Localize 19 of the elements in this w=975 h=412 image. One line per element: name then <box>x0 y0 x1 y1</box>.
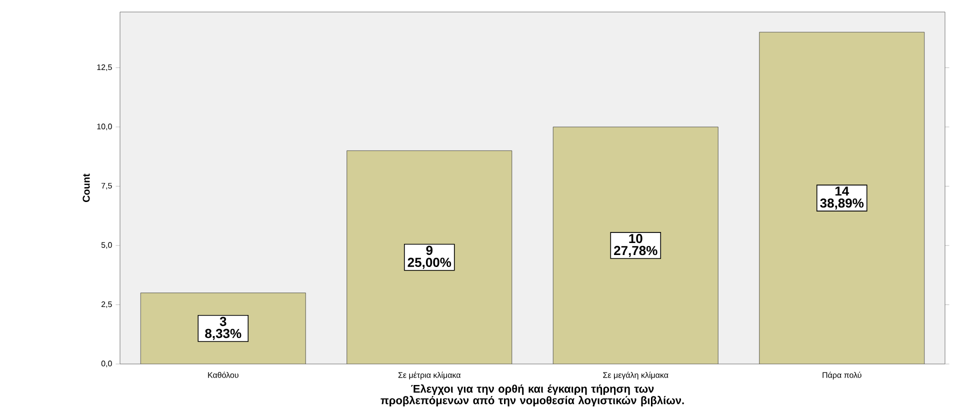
data-label: 10 27,78% <box>614 234 658 258</box>
x-tick-label: Σε μεγάλη κλίμακα <box>603 372 668 380</box>
y-tick-label: 12,5 <box>97 64 112 71</box>
bar <box>759 32 925 364</box>
y-tick-label: 0,0 <box>101 360 112 368</box>
data-label: 9 25,00% <box>408 246 452 269</box>
y-tick-label: 2,5 <box>102 301 112 308</box>
x-tick-label: Καθόλου <box>208 372 238 378</box>
bar <box>552 126 718 364</box>
y-tick-label: 10,0 <box>97 124 112 130</box>
y-axis-title: Count <box>82 174 90 202</box>
y-tick-label: 7,5 <box>102 182 112 190</box>
bar <box>346 150 512 364</box>
x-tick-label: Πάρα πολύ <box>822 372 862 380</box>
data-label: 14 38,89% <box>820 186 864 210</box>
y-tick-label: 5,0 <box>101 242 112 249</box>
data-label: 3 8,33% <box>205 316 242 340</box>
x-axis-title: Έλεγχοι για την ορθή και έγκαιρη τήρηση των προβλεπόμενων από την νομοθεσία λογιστικών βιβλίων. <box>380 384 684 406</box>
x-tick-label: Σε μέτρια κλίμακα <box>398 372 461 380</box>
